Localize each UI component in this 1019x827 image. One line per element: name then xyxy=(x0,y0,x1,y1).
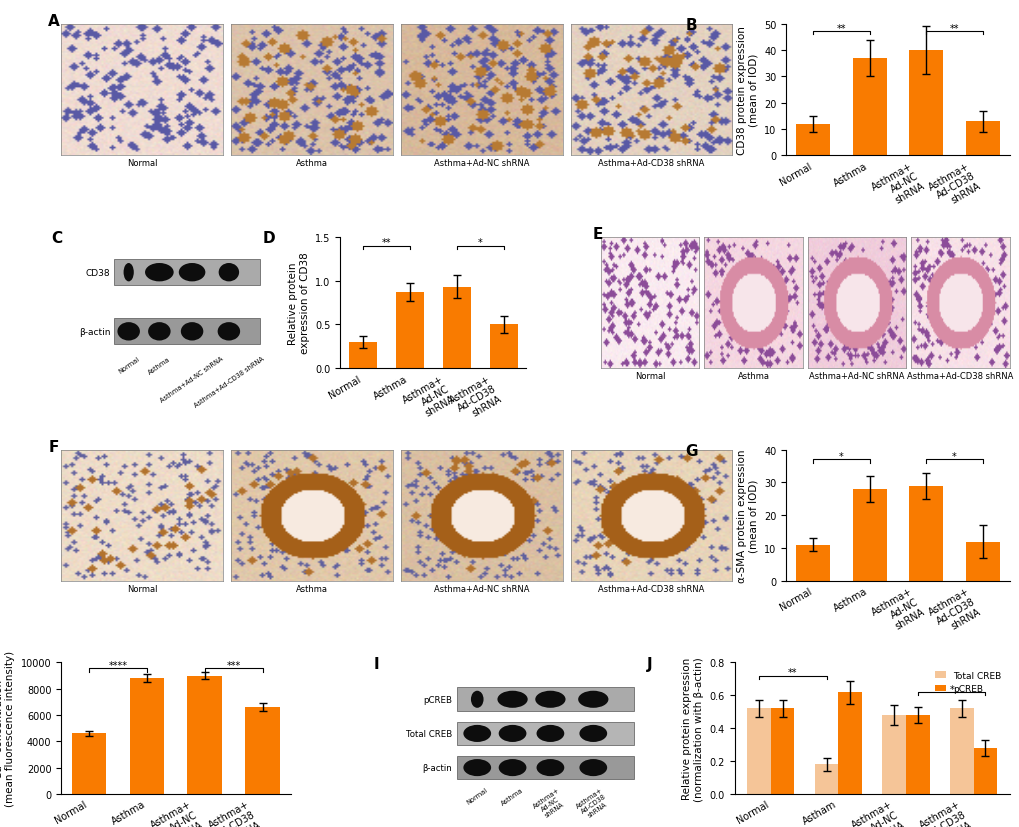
Bar xyxy=(457,722,633,745)
Text: Normal: Normal xyxy=(466,786,488,805)
Text: E: E xyxy=(592,227,602,242)
Bar xyxy=(881,715,905,794)
Bar xyxy=(457,756,633,780)
Text: **: ** xyxy=(788,667,797,677)
Text: F: F xyxy=(48,440,58,455)
Bar xyxy=(457,687,633,711)
Ellipse shape xyxy=(498,759,526,777)
Bar xyxy=(838,692,861,794)
Text: CD38: CD38 xyxy=(86,269,110,277)
Ellipse shape xyxy=(578,691,608,708)
Ellipse shape xyxy=(497,691,527,708)
Ellipse shape xyxy=(471,691,483,708)
X-axis label: Normal: Normal xyxy=(126,159,157,168)
Bar xyxy=(852,59,886,156)
Text: D: D xyxy=(262,231,274,246)
Ellipse shape xyxy=(463,759,490,777)
Ellipse shape xyxy=(579,759,606,777)
Ellipse shape xyxy=(218,264,238,282)
Ellipse shape xyxy=(536,725,564,742)
Ellipse shape xyxy=(463,725,490,742)
Text: **: ** xyxy=(381,238,390,248)
Text: β-actin: β-actin xyxy=(78,327,110,337)
Legend: Total CREB, pCREB: Total CREB, pCREB xyxy=(930,667,1005,697)
Y-axis label: Ca²⁺ concentration
(mean fluorescence intensity): Ca²⁺ concentration (mean fluorescence in… xyxy=(0,650,15,806)
Bar xyxy=(129,678,164,794)
Text: Normal: Normal xyxy=(117,356,141,375)
Text: Asthma+Ad-CD38 shRNA: Asthma+Ad-CD38 shRNA xyxy=(193,356,265,409)
Bar xyxy=(852,490,886,581)
Text: Asthma+
Ad-NC
shRNA: Asthma+ Ad-NC shRNA xyxy=(532,786,569,820)
Bar xyxy=(442,287,471,369)
Text: Asthma+Ad-NC shRNA: Asthma+Ad-NC shRNA xyxy=(159,356,224,404)
Ellipse shape xyxy=(536,759,564,777)
Text: ***: *** xyxy=(226,660,240,670)
Bar xyxy=(395,293,424,369)
Text: **: ** xyxy=(836,24,846,34)
Ellipse shape xyxy=(579,725,606,742)
Bar xyxy=(908,51,943,156)
X-axis label: Asthma: Asthma xyxy=(296,159,327,168)
Text: *: * xyxy=(949,684,953,694)
Bar xyxy=(796,545,829,581)
Bar xyxy=(114,260,259,286)
Text: C: C xyxy=(51,231,62,246)
Text: B: B xyxy=(685,18,696,33)
X-axis label: Asthma+Ad-CD38 shRNA: Asthma+Ad-CD38 shRNA xyxy=(598,159,704,168)
X-axis label: Asthma+Ad-NC shRNA: Asthma+Ad-NC shRNA xyxy=(433,159,529,168)
Text: G: G xyxy=(685,443,697,458)
Text: *: * xyxy=(839,452,843,461)
Text: Asthma: Asthma xyxy=(147,356,171,375)
Bar xyxy=(905,715,928,794)
Text: J: J xyxy=(646,656,651,671)
X-axis label: Asthma: Asthma xyxy=(737,371,768,380)
Bar xyxy=(187,676,222,794)
Ellipse shape xyxy=(498,725,526,742)
Text: Asthma: Asthma xyxy=(500,786,524,805)
Text: *: * xyxy=(477,238,482,248)
Text: Total CREB: Total CREB xyxy=(406,729,451,738)
Bar xyxy=(71,734,106,794)
Ellipse shape xyxy=(535,691,565,708)
Y-axis label: Relative protein
expression of CD38: Relative protein expression of CD38 xyxy=(287,252,310,354)
X-axis label: Asthma+Ad-NC shRNA: Asthma+Ad-NC shRNA xyxy=(808,371,904,380)
Bar xyxy=(908,486,943,581)
Bar xyxy=(796,125,829,156)
Bar xyxy=(746,709,770,794)
Bar xyxy=(965,122,999,156)
Ellipse shape xyxy=(123,264,133,282)
Text: Asthma+
Ad-CD38
shRNA: Asthma+ Ad-CD38 shRNA xyxy=(575,786,611,820)
X-axis label: Asthma: Asthma xyxy=(296,584,327,593)
Bar xyxy=(246,707,280,794)
Bar xyxy=(973,748,997,794)
Ellipse shape xyxy=(117,323,140,341)
Text: pCREB: pCREB xyxy=(423,695,451,704)
Y-axis label: Relative protein expression
(normalization with β-actin): Relative protein expression (normalizati… xyxy=(682,656,703,801)
Ellipse shape xyxy=(178,264,205,282)
Bar xyxy=(489,325,518,369)
Bar xyxy=(770,709,794,794)
Bar xyxy=(965,542,999,581)
X-axis label: Normal: Normal xyxy=(634,371,664,380)
Text: ****: **** xyxy=(108,660,127,670)
Bar xyxy=(949,709,973,794)
Bar xyxy=(348,342,377,369)
Y-axis label: CD38 protein expression
(mean of IOD): CD38 protein expression (mean of IOD) xyxy=(736,26,758,155)
Y-axis label: α-SMA protein expression
(mean of IOD): α-SMA protein expression (mean of IOD) xyxy=(736,449,758,582)
Bar xyxy=(114,318,259,345)
X-axis label: Normal: Normal xyxy=(126,584,157,593)
X-axis label: Asthma+Ad-NC shRNA: Asthma+Ad-NC shRNA xyxy=(433,584,529,593)
Text: I: I xyxy=(373,656,379,671)
Ellipse shape xyxy=(145,264,173,282)
Text: **: ** xyxy=(949,24,958,34)
Bar xyxy=(814,764,838,794)
X-axis label: Asthma+Ad-CD38 shRNA: Asthma+Ad-CD38 shRNA xyxy=(598,584,704,593)
Text: β-actin: β-actin xyxy=(422,763,451,772)
Ellipse shape xyxy=(148,323,170,341)
Ellipse shape xyxy=(217,323,239,341)
Text: A: A xyxy=(48,14,60,29)
Text: *: * xyxy=(951,452,956,461)
Ellipse shape xyxy=(180,323,203,341)
X-axis label: Asthma+Ad-CD38 shRNA: Asthma+Ad-CD38 shRNA xyxy=(907,371,1013,380)
